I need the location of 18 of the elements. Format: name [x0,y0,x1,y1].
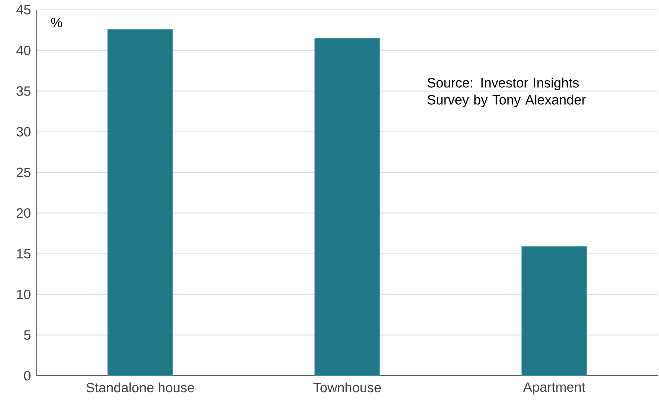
y-tick-label: 0 [24,371,31,381]
bar [108,29,174,376]
bar [522,246,588,376]
y-tick-label: 10 [17,290,31,300]
annotation: Source: Investor Insights Survey by Tony Alexander [428,78,586,108]
y-tick-label: 15 [17,249,31,259]
bar [314,38,380,376]
y-tick-label: 20 [16,208,31,218]
x-tick-label: Standalone house [86,382,194,393]
y-axis-title: % [51,18,62,28]
y-tick-label: 40 [16,46,31,56]
y-tick-label: 35 [16,86,31,96]
y-tick-label: 5 [24,330,31,340]
x-tick-label: Townhouse [314,382,382,393]
y-tick-label: 45 [16,5,31,15]
x-tick-label: Apartment [523,382,586,395]
y-tick-label: 25 [16,168,31,178]
y-tick-label: 30 [16,127,31,137]
